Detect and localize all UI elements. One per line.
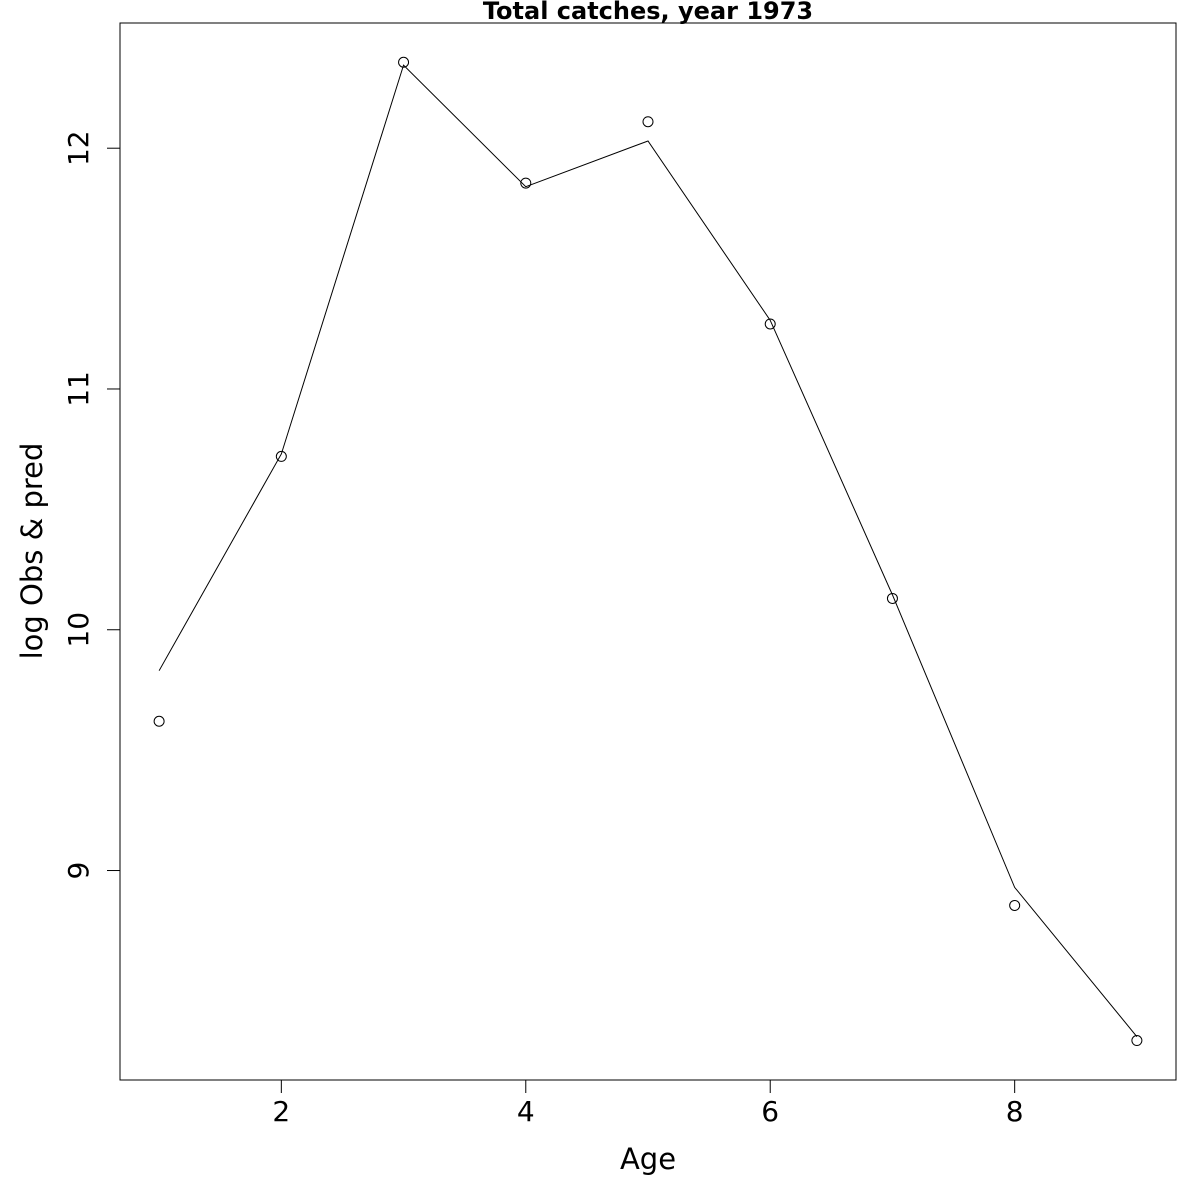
data-point: [398, 56, 410, 68]
series-line: [158, 64, 1138, 1037]
data-point: [275, 450, 287, 462]
data-point: [520, 177, 532, 189]
x-tick-label: 2: [272, 1095, 290, 1128]
data-point: [886, 592, 898, 604]
y-tick-label: 9: [62, 862, 95, 880]
data-point: [153, 715, 165, 727]
plot-frame: [119, 22, 1177, 1081]
chart-title: Total catches, year 1973: [483, 0, 813, 25]
x-tick-label: 6: [761, 1095, 779, 1128]
data-point: [1009, 899, 1021, 911]
x-axis-label: Age: [620, 1142, 676, 1176]
y-tick-label: 12: [62, 130, 95, 166]
data-point: [1131, 1035, 1143, 1047]
y-tick-label: 10: [62, 612, 95, 648]
x-tick-label: 8: [1006, 1095, 1024, 1128]
data-point: [764, 318, 776, 330]
y-tick-label: 11: [62, 371, 95, 407]
x-tick-label: 4: [517, 1095, 535, 1128]
y-axis-label: log Obs & pred: [15, 443, 49, 660]
data-point: [642, 116, 654, 128]
